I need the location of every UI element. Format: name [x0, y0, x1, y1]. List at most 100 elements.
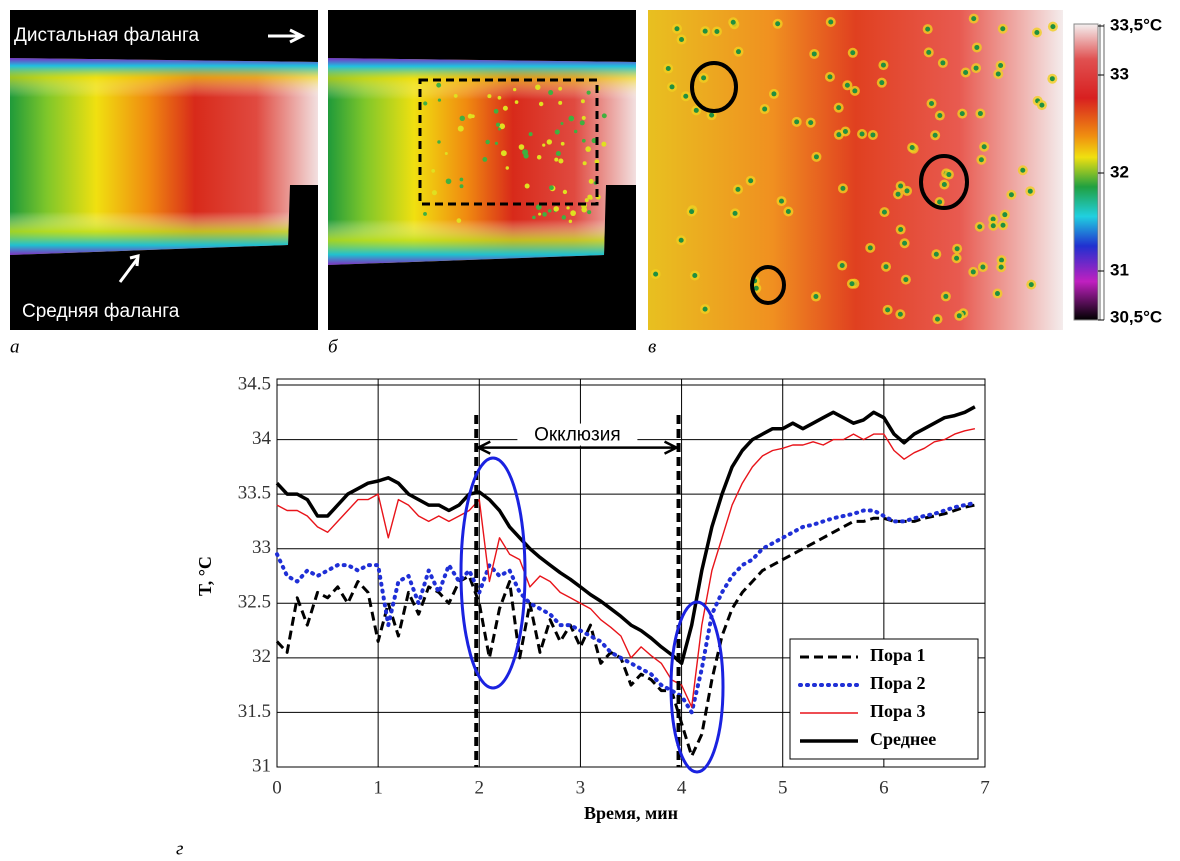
- colorbar-tick-label: 33: [1110, 64, 1129, 83]
- pore: [436, 83, 441, 88]
- colorbar-tick-label: 33,5°C: [1110, 15, 1162, 34]
- pore: [882, 210, 887, 215]
- pore: [812, 51, 817, 56]
- pore: [850, 50, 855, 55]
- panel-label: б: [328, 336, 339, 357]
- pore: [926, 50, 931, 55]
- pore: [580, 120, 585, 125]
- page: {"panels": { "a": {"label": "а", "distal…: [0, 0, 1180, 861]
- pore: [438, 99, 441, 102]
- pore: [679, 238, 684, 243]
- pore: [683, 94, 688, 99]
- pore: [1020, 168, 1025, 173]
- pore: [999, 258, 1004, 263]
- pore: [999, 265, 1004, 270]
- x-tick-label: 1: [373, 777, 383, 798]
- pore: [532, 216, 536, 220]
- pore: [957, 313, 962, 318]
- pore: [934, 252, 939, 257]
- pore: [942, 182, 947, 187]
- pore: [775, 21, 780, 26]
- pore: [980, 265, 985, 270]
- pore: [679, 37, 684, 42]
- pore: [432, 190, 437, 195]
- pore: [555, 129, 560, 134]
- panel-label: а: [10, 336, 20, 357]
- pore: [460, 178, 464, 182]
- pore: [553, 206, 559, 212]
- pore: [1001, 223, 1006, 228]
- pore: [494, 109, 499, 114]
- finger-edge: [328, 58, 636, 265]
- y-tick-label: 34.5: [238, 373, 271, 394]
- pore: [979, 157, 984, 162]
- colorbar: [1074, 24, 1098, 320]
- legend-label: Пора 3: [870, 701, 926, 721]
- pore: [569, 220, 572, 223]
- pore: [670, 84, 675, 89]
- pore: [568, 116, 574, 122]
- pore: [843, 129, 848, 134]
- pore: [525, 184, 530, 189]
- pore: [703, 307, 708, 312]
- y-tick-label: 33: [252, 537, 271, 558]
- pore: [556, 151, 561, 156]
- pore: [991, 223, 996, 228]
- panel-label: в: [648, 336, 656, 357]
- pore: [860, 131, 865, 136]
- pore: [898, 312, 903, 317]
- annotation-label: Окклюзия: [534, 425, 621, 446]
- pore: [905, 188, 910, 193]
- x-tick-label: 4: [677, 777, 687, 798]
- pore: [547, 139, 552, 144]
- pore: [602, 113, 607, 118]
- pore: [762, 107, 767, 112]
- pore: [542, 212, 547, 217]
- pore: [813, 294, 818, 299]
- pore: [589, 179, 594, 184]
- pore: [503, 106, 508, 111]
- pore: [731, 20, 736, 25]
- pore: [814, 154, 819, 159]
- pore: [998, 63, 1003, 68]
- pore: [454, 94, 458, 98]
- pore: [974, 66, 979, 71]
- pore: [879, 80, 884, 85]
- y-tick-label: 34: [252, 428, 272, 449]
- pore: [701, 75, 706, 80]
- pore: [840, 186, 845, 191]
- pore: [836, 105, 841, 110]
- pore: [849, 281, 854, 286]
- pore: [771, 91, 776, 96]
- pore: [423, 212, 427, 216]
- pore: [971, 16, 976, 21]
- pore: [539, 102, 543, 106]
- pore: [933, 133, 938, 138]
- pore: [601, 142, 606, 147]
- pore: [1050, 24, 1055, 29]
- pore: [852, 88, 857, 93]
- pore: [561, 142, 565, 146]
- pore: [963, 70, 968, 75]
- y-axis-label: T, °C: [195, 556, 215, 596]
- pore: [582, 116, 586, 120]
- pore: [937, 200, 942, 205]
- pore: [1009, 192, 1014, 197]
- pore: [445, 152, 448, 155]
- pore: [694, 108, 699, 113]
- pore: [558, 87, 562, 91]
- pore: [583, 161, 587, 165]
- pore: [903, 277, 908, 282]
- pore: [943, 294, 948, 299]
- pore: [995, 291, 1000, 296]
- y-tick-label: 31.5: [238, 701, 271, 722]
- pore: [535, 85, 540, 90]
- pore: [937, 113, 942, 118]
- x-axis-label: Время, мин: [584, 803, 678, 823]
- pore: [498, 96, 502, 100]
- pore: [982, 144, 987, 149]
- pore: [709, 113, 714, 118]
- pore: [954, 256, 959, 261]
- pore: [977, 224, 982, 229]
